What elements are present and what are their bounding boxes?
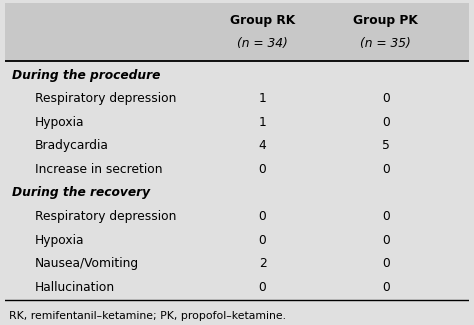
Text: Respiratory depression: Respiratory depression: [35, 92, 176, 105]
Text: (n = 35): (n = 35): [360, 37, 411, 50]
FancyBboxPatch shape: [5, 0, 469, 60]
Text: Group PK: Group PK: [353, 14, 418, 27]
Text: Increase in secretion: Increase in secretion: [35, 163, 163, 176]
Text: 1: 1: [259, 116, 266, 129]
Text: 0: 0: [382, 92, 390, 105]
Text: (n = 34): (n = 34): [237, 37, 288, 50]
Text: 0: 0: [382, 163, 390, 176]
Text: 2: 2: [259, 257, 266, 270]
Text: 0: 0: [382, 257, 390, 270]
Text: 0: 0: [382, 116, 390, 129]
Text: 0: 0: [382, 210, 390, 223]
Text: Hypoxia: Hypoxia: [35, 116, 84, 129]
Text: RK, remifentanil–ketamine; PK, propofol–ketamine.: RK, remifentanil–ketamine; PK, propofol–…: [9, 311, 286, 321]
Text: Respiratory depression: Respiratory depression: [35, 210, 176, 223]
Text: 0: 0: [259, 210, 266, 223]
Text: During the recovery: During the recovery: [12, 186, 150, 199]
Text: During the procedure: During the procedure: [12, 69, 160, 82]
Text: 0: 0: [259, 234, 266, 247]
Text: 0: 0: [382, 281, 390, 294]
Text: 1: 1: [259, 92, 266, 105]
Text: 0: 0: [259, 281, 266, 294]
Text: 0: 0: [382, 234, 390, 247]
Text: 4: 4: [259, 139, 266, 152]
Text: Group RK: Group RK: [230, 14, 295, 27]
Text: Hypoxia: Hypoxia: [35, 234, 84, 247]
Text: Nausea/Vomiting: Nausea/Vomiting: [35, 257, 139, 270]
Text: Hallucination: Hallucination: [35, 281, 115, 294]
Text: Bradycardia: Bradycardia: [35, 139, 109, 152]
Text: 5: 5: [382, 139, 390, 152]
Text: 0: 0: [259, 163, 266, 176]
